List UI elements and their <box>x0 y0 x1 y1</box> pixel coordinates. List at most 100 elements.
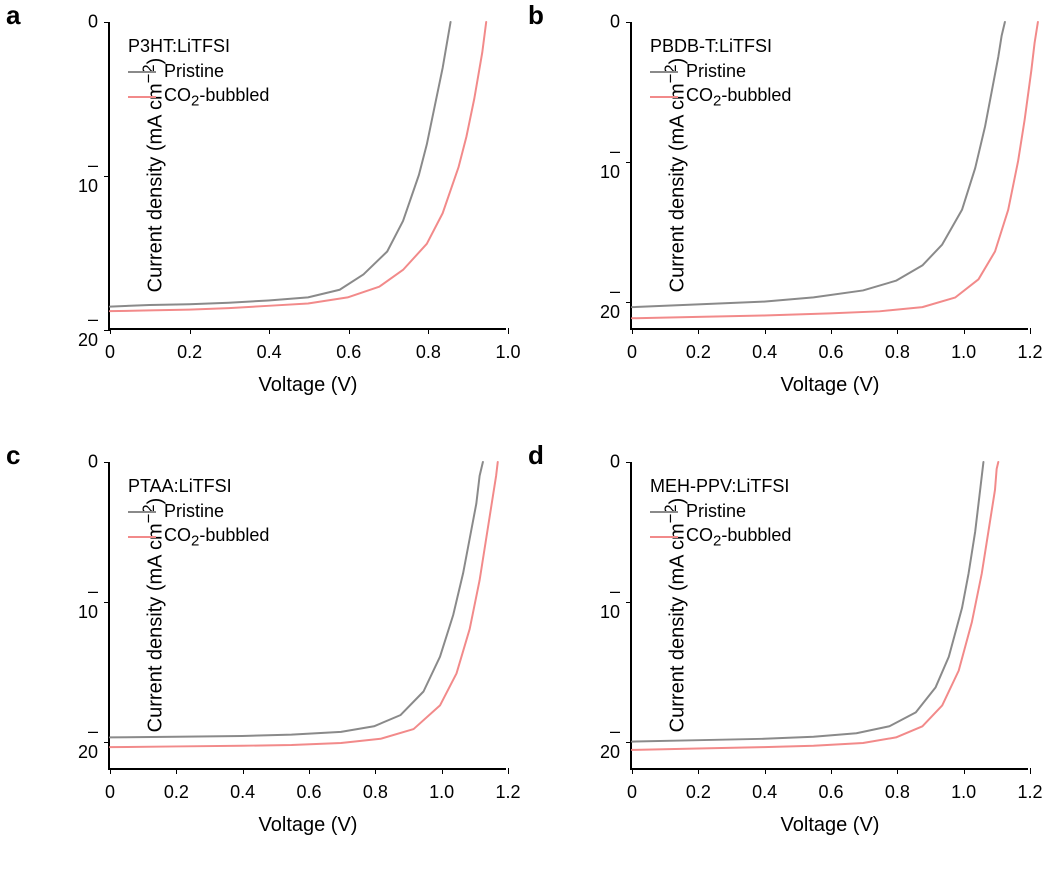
xtick <box>831 768 832 774</box>
xtick <box>110 328 111 334</box>
legend-item-label: Pristine <box>164 501 224 522</box>
legend-item: Pristine <box>650 61 791 82</box>
ytick-label: –10 <box>78 581 98 623</box>
xtick <box>176 768 177 774</box>
xtick-label: 0.2 <box>686 342 711 363</box>
panel-c: c 00.20.40.60.81.01.20–10–20Voltage (V)Cu… <box>6 440 526 875</box>
xtick <box>698 768 699 774</box>
legend-item: Pristine <box>128 61 269 82</box>
plot-area-d: 00.20.40.60.81.01.20–10–20Voltage (V)Cur… <box>630 462 1028 770</box>
legend-item: CO2-bubbled <box>128 85 269 110</box>
legend-item-label: Pristine <box>686 61 746 82</box>
xtick <box>442 768 443 774</box>
panel-label-d: d <box>528 440 544 471</box>
xtick <box>897 768 898 774</box>
legend-swatch <box>650 511 678 513</box>
xtick <box>897 328 898 334</box>
plot-area-b: 00.20.40.60.81.01.20–10–20Voltage (V)Cur… <box>630 22 1028 330</box>
plot-area-a: 00.20.40.60.81.00–10–20Voltage (V)Curren… <box>108 22 506 330</box>
legend-title: PTAA:LiTFSI <box>128 476 269 497</box>
xtick-label: 0.8 <box>363 782 388 803</box>
legend-swatch <box>128 71 156 73</box>
xlabel: Voltage (V) <box>259 374 358 397</box>
xtick-label: 1.0 <box>951 342 976 363</box>
legend-title: P3HT:LiTFSI <box>128 36 269 57</box>
xtick-label: 0.6 <box>818 342 843 363</box>
xtick-label: 0 <box>105 782 115 803</box>
xtick <box>349 328 350 334</box>
ytick-label: –20 <box>600 721 620 763</box>
xlabel: Voltage (V) <box>259 814 358 837</box>
xtick <box>632 328 633 334</box>
legend-item: Pristine <box>650 501 791 522</box>
ytick-label: –20 <box>600 281 620 323</box>
panel-label-a: a <box>6 0 20 31</box>
panel-label-b: b <box>528 0 544 31</box>
xtick-label: 0.8 <box>885 342 910 363</box>
xtick-label: 0 <box>105 342 115 363</box>
legend-item-label: CO2-bubbled <box>686 525 791 550</box>
xtick <box>698 328 699 334</box>
xtick <box>428 328 429 334</box>
xtick-label: 0.6 <box>818 782 843 803</box>
xtick <box>964 328 965 334</box>
xlabel: Voltage (V) <box>781 374 880 397</box>
xtick <box>508 768 509 774</box>
xtick <box>1030 768 1031 774</box>
legend-title: PBDB-T:LiTFSI <box>650 36 791 57</box>
xtick-label: 0.4 <box>752 342 777 363</box>
xlabel: Voltage (V) <box>781 814 880 837</box>
panel-b: b 00.20.40.60.81.01.20–10–20Voltage (V)Cu… <box>528 0 1048 435</box>
xtick-label: 0.6 <box>336 342 361 363</box>
ytick-label: 0 <box>88 12 98 33</box>
xtick <box>190 328 191 334</box>
ytick-label: –10 <box>78 155 98 197</box>
legend-swatch <box>650 536 678 538</box>
xtick-label: 1.2 <box>1017 782 1042 803</box>
xtick-label: 0.2 <box>177 342 202 363</box>
legend-swatch <box>128 96 156 98</box>
xtick <box>375 768 376 774</box>
xtick-label: 1.0 <box>429 782 454 803</box>
legend-swatch <box>650 96 678 98</box>
ytick-label: –20 <box>78 309 98 351</box>
xtick-label: 0.8 <box>416 342 441 363</box>
xtick-label: 1.2 <box>495 782 520 803</box>
panel-label-c: c <box>6 440 20 471</box>
xtick-label: 0.4 <box>752 782 777 803</box>
legend-b: PBDB-T:LiTFSI Pristine CO2-bubbled <box>650 36 791 113</box>
xtick-label: 1.2 <box>1017 342 1042 363</box>
xtick <box>632 768 633 774</box>
plot-area-c: 00.20.40.60.81.01.20–10–20Voltage (V)Cur… <box>108 462 506 770</box>
xtick-label: 0.2 <box>164 782 189 803</box>
xtick <box>110 768 111 774</box>
xtick-label: 1.0 <box>951 782 976 803</box>
xtick <box>964 768 965 774</box>
xtick <box>243 768 244 774</box>
legend-c: PTAA:LiTFSI Pristine CO2-bubbled <box>128 476 269 553</box>
ytick-label: 0 <box>88 452 98 473</box>
legend-item: CO2-bubbled <box>650 85 791 110</box>
xtick <box>309 768 310 774</box>
legend-item: CO2-bubbled <box>128 525 269 550</box>
xtick <box>508 328 509 334</box>
ytick-label: 0 <box>610 12 620 33</box>
legend-a: P3HT:LiTFSI Pristine CO2-bubbled <box>128 36 269 113</box>
panel-a: a 00.20.40.60.81.00–10–20Voltage (V)Curre… <box>6 0 526 435</box>
xtick-label: 0.6 <box>296 782 321 803</box>
ytick-label: 0 <box>610 452 620 473</box>
legend-item-label: CO2-bubbled <box>164 525 269 550</box>
xtick <box>765 328 766 334</box>
xtick-label: 0 <box>627 342 637 363</box>
legend-d: MEH-PPV:LiTFSIPristineCO2-bubbled <box>650 476 791 553</box>
xtick <box>831 328 832 334</box>
legend-item-label: Pristine <box>164 61 224 82</box>
figure-root: a 00.20.40.60.81.00–10–20Voltage (V)Curre… <box>0 0 1054 884</box>
ytick-label: –10 <box>600 581 620 623</box>
xtick-label: 0 <box>627 782 637 803</box>
ytick-label: –10 <box>600 141 620 183</box>
legend-swatch <box>128 536 156 538</box>
xtick-label: 0.2 <box>686 782 711 803</box>
xtick-label: 0.4 <box>257 342 282 363</box>
legend-item-label: CO2-bubbled <box>686 85 791 110</box>
